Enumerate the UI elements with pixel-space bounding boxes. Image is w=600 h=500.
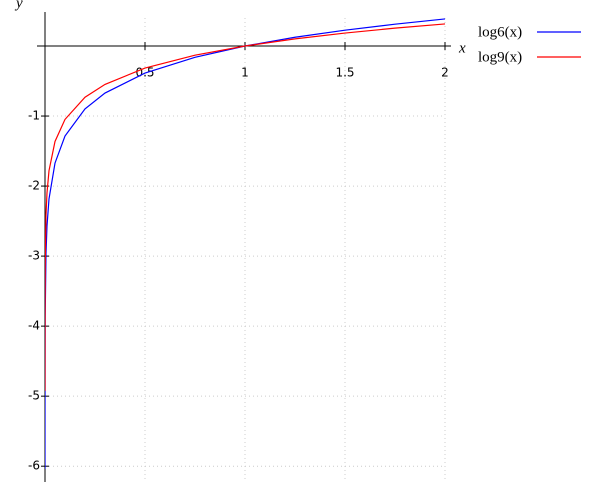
y-tick-label: -2 bbox=[28, 179, 40, 193]
y-tick-label: -4 bbox=[28, 319, 40, 333]
line-series bbox=[45, 23, 446, 391]
y-tick-label: -1 bbox=[28, 109, 40, 123]
y-tick-label: -6 bbox=[28, 459, 40, 473]
x-axis-label: x bbox=[458, 40, 466, 56]
y-tick-label: -5 bbox=[28, 389, 40, 403]
x-tick-label: 1 bbox=[241, 66, 249, 80]
x-tick-label: 1.5 bbox=[335, 66, 354, 80]
y-axis-label: y bbox=[14, 0, 23, 11]
legend-label: log9(x) bbox=[478, 49, 522, 65]
legend-label: log6(x) bbox=[478, 24, 522, 40]
x-tick-label: 2 bbox=[441, 66, 449, 80]
y-tick-label: -3 bbox=[28, 249, 40, 263]
